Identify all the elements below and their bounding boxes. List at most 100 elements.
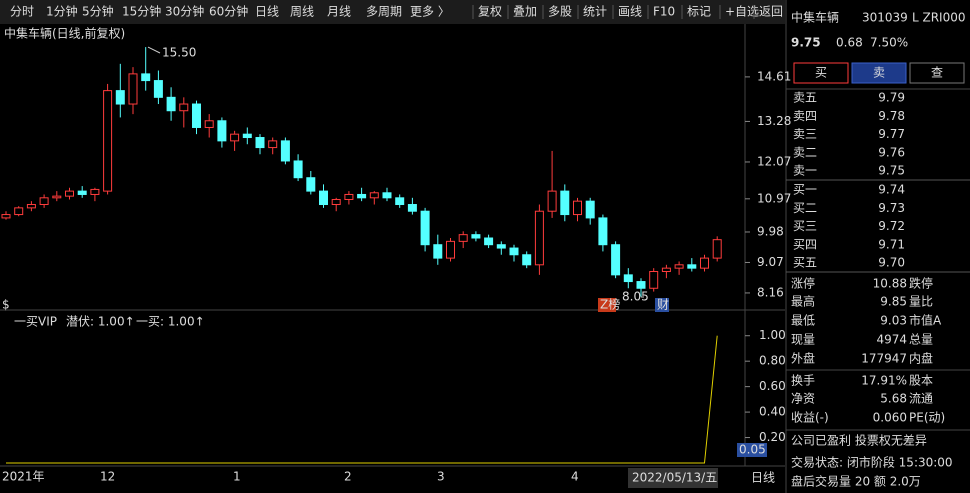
period-label: 日线 [751,471,775,485]
trade-button-label[interactable]: 查 [931,66,943,80]
tag: Z榜 [600,297,620,312]
period-tab[interactable]: 日线 [255,5,279,19]
candle-body [115,90,125,105]
stat-label: 股本 [909,374,933,388]
stat-label: 跌停 [909,276,933,291]
stock-flags: L ZRI000 [912,11,966,25]
candle-body [90,188,100,195]
period-tab[interactable]: 更多 〉 [410,5,450,19]
low-label: 8.05 [622,290,649,304]
stat-value: 10.88 [873,277,907,291]
period-tab[interactable]: 1分钟 [46,4,78,19]
candle-body [280,140,290,162]
indicator-item: 一买: 1.00↑ [136,315,205,329]
candle-body [268,140,278,149]
tag-box [598,298,616,312]
tool-button[interactable]: 复权 [478,5,502,19]
candle-body [77,190,87,195]
stat-value: 4974 [876,333,907,347]
candle-body [560,190,570,216]
candle-body [585,200,595,219]
candle-body [712,239,722,259]
book-label: 卖五 [793,91,817,105]
candle-body [623,274,633,283]
stat-label: 市值A [909,313,942,328]
tool-button[interactable]: 多股 [548,5,572,19]
high-label: 15.50 [162,46,196,60]
book-price: 9.76 [878,145,905,159]
trade-button[interactable] [851,62,907,84]
book-price: 9.75 [878,164,905,178]
trade-button[interactable] [793,62,849,84]
tool-button[interactable]: 标记 [687,5,711,19]
period-tab[interactable]: 30分钟 [165,4,204,19]
book-label: 卖二 [793,145,817,159]
book-price: 9.79 [878,91,905,105]
y-tick-label: 0.80 [759,354,786,368]
stat-label: 总量 [909,333,933,347]
status-note: 盘后交易量 20 额 2.0万 [791,474,921,489]
candle-body [661,267,671,273]
book-price: 9.70 [878,256,905,270]
book-label: 买四 [793,237,817,251]
book-price: 9.74 [878,183,905,197]
trade-button-label[interactable]: 卖 [873,66,885,80]
pointer [147,46,161,54]
candle-body [26,204,36,209]
candle-body [382,192,392,199]
x-tick-label: 12 [100,470,115,484]
stat-label: 现量 [791,333,815,347]
candle-body [446,240,455,259]
tool-button[interactable]: +自选 [725,5,759,19]
tool-button[interactable]: 画线 [618,5,642,19]
book-price: 9.77 [878,127,905,141]
period-tab[interactable]: 多周期 [366,5,402,19]
trade-button-label[interactable]: 买 [815,66,827,80]
y-tick-label: 0.40 [759,405,786,419]
candle-body [687,264,697,269]
period-tab[interactable]: 周线 [290,5,314,19]
stat-label: PE(动) [909,411,945,425]
tag: $ [2,298,10,312]
candle-body [369,192,379,199]
period-tab[interactable]: 5分钟 [82,4,114,19]
stat-label: 涨停 [791,276,815,291]
x-tick-label: 2021年 [2,470,45,484]
y-tick-label: 14.61 [757,69,791,83]
stat-label: 流通 [909,392,933,406]
candle-body [573,200,582,216]
value-box [737,443,767,457]
tool-button[interactable]: 返回 [759,5,783,19]
period-tab[interactable]: 15分钟 [122,4,161,19]
stat-label: 收益(-) [791,411,829,425]
stat-value: 177947 [861,352,907,366]
book-label: 买一 [793,183,817,197]
candle-body [331,198,341,206]
indicator-line [6,335,718,464]
book-label: 买三 [793,219,817,233]
tool-button[interactable]: F10 [653,5,675,19]
candle-body [255,137,265,149]
tool-button[interactable]: 统计 [583,5,607,19]
candle-body [103,90,113,192]
period-tab[interactable]: 分时 [10,5,34,19]
candle-body [141,73,151,82]
price: 9.75 [791,36,821,50]
tool-button[interactable]: 叠加 [513,5,537,19]
candle-body [636,281,646,289]
stat-label: 净资 [791,392,815,406]
toolbar [0,0,785,24]
candle-body [649,271,659,289]
trade-button[interactable] [909,62,965,84]
period-tab[interactable]: 60分钟 [209,4,248,19]
book-label: 卖一 [793,164,817,178]
period-tab[interactable]: 月线 [327,5,351,19]
stat-value: 0.060 [873,411,907,425]
book-label: 卖四 [793,109,817,123]
y-tick-label: 0.60 [759,379,786,393]
stock-code: 301039 [862,11,908,25]
indicator-item: 潜伏: 1.00↑ [66,315,135,329]
candle-body [293,160,303,179]
candle-body [204,120,214,128]
